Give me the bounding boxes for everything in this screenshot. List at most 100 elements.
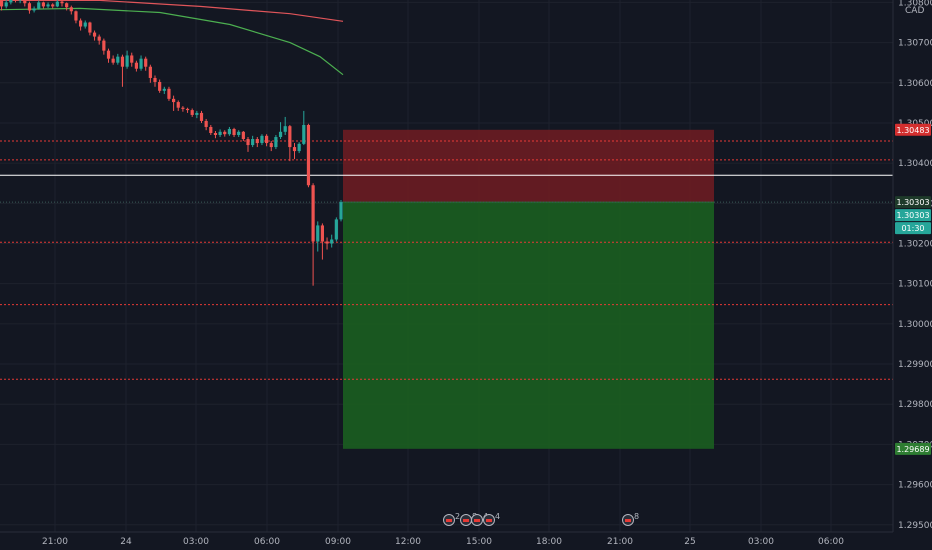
candle (79, 18, 83, 31)
candle-body (69, 7, 73, 12)
candle (213, 130, 218, 139)
candle (106, 48, 111, 63)
event-marker[interactable]: 2 (443, 512, 461, 526)
candle-body (111, 58, 115, 63)
candle (102, 38, 106, 55)
candle (46, 2, 50, 9)
candle (41, 1, 45, 9)
candle-body (199, 112, 204, 121)
price-tick-label: 1.29900 (898, 360, 932, 370)
candle-body (46, 4, 50, 7)
candle-body (139, 58, 143, 69)
countdown-label: 01:30 (895, 222, 931, 235)
candle-body (41, 2, 45, 7)
candle-body (185, 108, 190, 111)
stop-price-label-text: 1.30483 (896, 126, 929, 135)
candle-body (74, 11, 78, 21)
entry-price-label-bg (895, 196, 931, 209)
candle (265, 134, 269, 147)
horizontal-levels[interactable] (0, 140, 893, 380)
candle-body (37, 2, 41, 9)
countdown-label-bg (895, 222, 931, 235)
candle-body (4, 2, 8, 7)
candle-body (306, 124, 311, 186)
time-tick-label: 12:00 (395, 537, 421, 547)
candle (69, 5, 73, 15)
candle (288, 124, 292, 162)
candle (153, 75, 157, 87)
candle-body (237, 131, 241, 136)
candle (306, 123, 311, 188)
event-markers[interactable]: 28448 (443, 512, 640, 526)
candle-body (9, 0, 13, 3)
time-tick-label: 03:00 (183, 537, 209, 547)
price-tick-label: 1.29800 (898, 400, 932, 410)
candle-body (334, 219, 338, 240)
candle-body (251, 139, 255, 146)
time-tick-label: 15:00 (466, 537, 492, 547)
candle (65, 2, 69, 11)
candle-body (232, 128, 236, 136)
candle (218, 129, 222, 138)
candle (181, 106, 185, 112)
event-marker[interactable]: 4 (483, 512, 501, 526)
price-tick-label: 1.30000 (898, 320, 932, 330)
stop-loss-zone[interactable] (343, 129, 714, 203)
time-tick-label: 21:00 (42, 537, 68, 547)
time-tick-label: 25 (684, 537, 695, 547)
candle-body (144, 58, 148, 67)
candle (176, 100, 180, 111)
candle (116, 53, 120, 65)
time-tick-label: 24 (120, 537, 132, 547)
candle-body (106, 50, 111, 59)
candle-body (116, 56, 120, 63)
price-tick-label: 1.29500 (898, 521, 932, 531)
candle-body (51, 4, 55, 7)
candle-body (153, 77, 157, 82)
candle (74, 10, 78, 24)
current-price-label-bg (895, 209, 931, 222)
flag-stripe (625, 519, 631, 522)
candle-body (176, 102, 180, 108)
risk-reward-position[interactable] (343, 129, 714, 449)
candle (316, 221, 320, 252)
candle-body (204, 120, 208, 127)
candle (60, 0, 64, 7)
candle-body (0, 0, 4, 7)
candle (251, 135, 255, 148)
candle-body (130, 55, 134, 63)
take-profit-zone[interactable] (343, 202, 714, 449)
candle (125, 50, 129, 69)
candle-body (227, 128, 231, 135)
current-price-label-text: 1.30303 (896, 211, 929, 220)
event-marker[interactable]: 8 (622, 512, 640, 526)
candle (111, 55, 115, 65)
time-tick-label: 06:00 (254, 537, 280, 547)
candle-body (97, 36, 101, 41)
candle (120, 54, 125, 87)
candle-body (92, 32, 97, 37)
candle-body (297, 143, 301, 152)
candle-body (316, 225, 320, 242)
candle (232, 127, 236, 138)
price-tick-label: 1.30400 (898, 159, 932, 169)
candle-body (27, 3, 32, 11)
candle-body (274, 137, 278, 148)
price-tick-label: 1.30700 (898, 39, 932, 49)
time-tick-label: 09:00 (325, 537, 351, 547)
stop-price-label-bg (895, 123, 931, 136)
time-axis[interactable] (0, 532, 893, 550)
flag-stripe (486, 519, 492, 522)
candle (88, 21, 92, 36)
moving-average-line (0, 0, 344, 22)
candle (223, 130, 227, 137)
candle-body (311, 185, 315, 242)
candle-body (255, 139, 259, 144)
candle (278, 122, 283, 140)
candle-body (134, 62, 138, 69)
candle (246, 137, 250, 152)
candle (297, 142, 301, 154)
candle-body (330, 239, 334, 244)
price-axis-labels: 1.30483 1.30303 1.30303 01:30 1.29689 (895, 123, 931, 455)
